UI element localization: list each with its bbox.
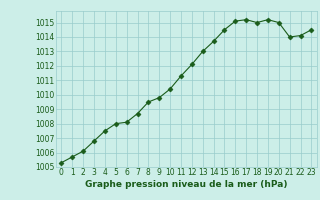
X-axis label: Graphe pression niveau de la mer (hPa): Graphe pression niveau de la mer (hPa) (85, 180, 288, 189)
